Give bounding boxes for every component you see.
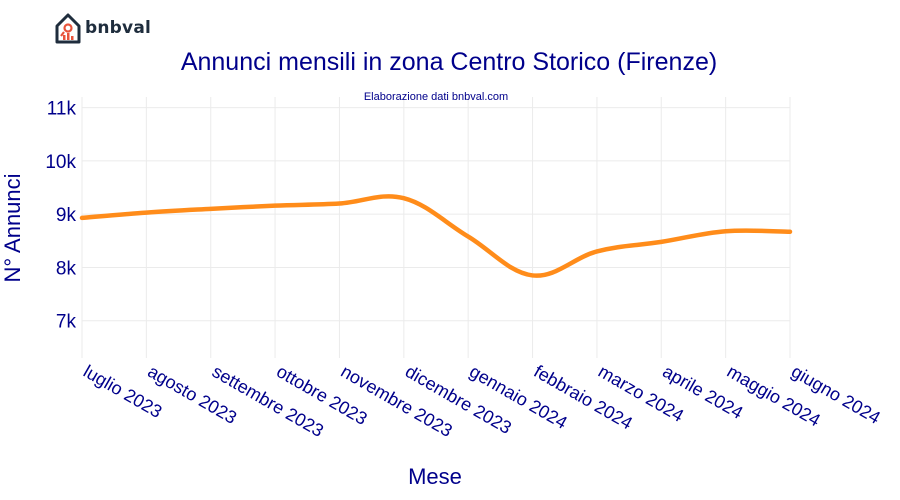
series	[79, 194, 793, 278]
x-tick-label: settembre 2023	[209, 361, 327, 441]
series-line	[79, 194, 793, 278]
y-tick-label: 10k	[45, 152, 76, 173]
x-axis-title: Mese	[408, 464, 462, 489]
brand-logo: bnbval	[54, 12, 151, 44]
gridlines	[81, 97, 791, 358]
chart-title: Annunci mensili in zona Centro Storico (…	[181, 48, 717, 76]
y-tick-label: 7k	[56, 312, 77, 333]
x-tick-label: novembre 2023	[337, 361, 455, 441]
y-axis-ticks: 7k 8k 9k 10k 11k	[45, 99, 76, 333]
y-axis-title: N° Annunci	[0, 173, 25, 282]
brand-name: bnbval	[85, 18, 152, 38]
y-tick-label: 11k	[47, 99, 77, 120]
chart-subtitle: Elaborazione dati bnbval.com	[364, 91, 508, 103]
y-tick-label: 8k	[56, 258, 77, 279]
house-chart-icon	[55, 13, 81, 44]
y-tick-label: 9k	[56, 205, 77, 226]
